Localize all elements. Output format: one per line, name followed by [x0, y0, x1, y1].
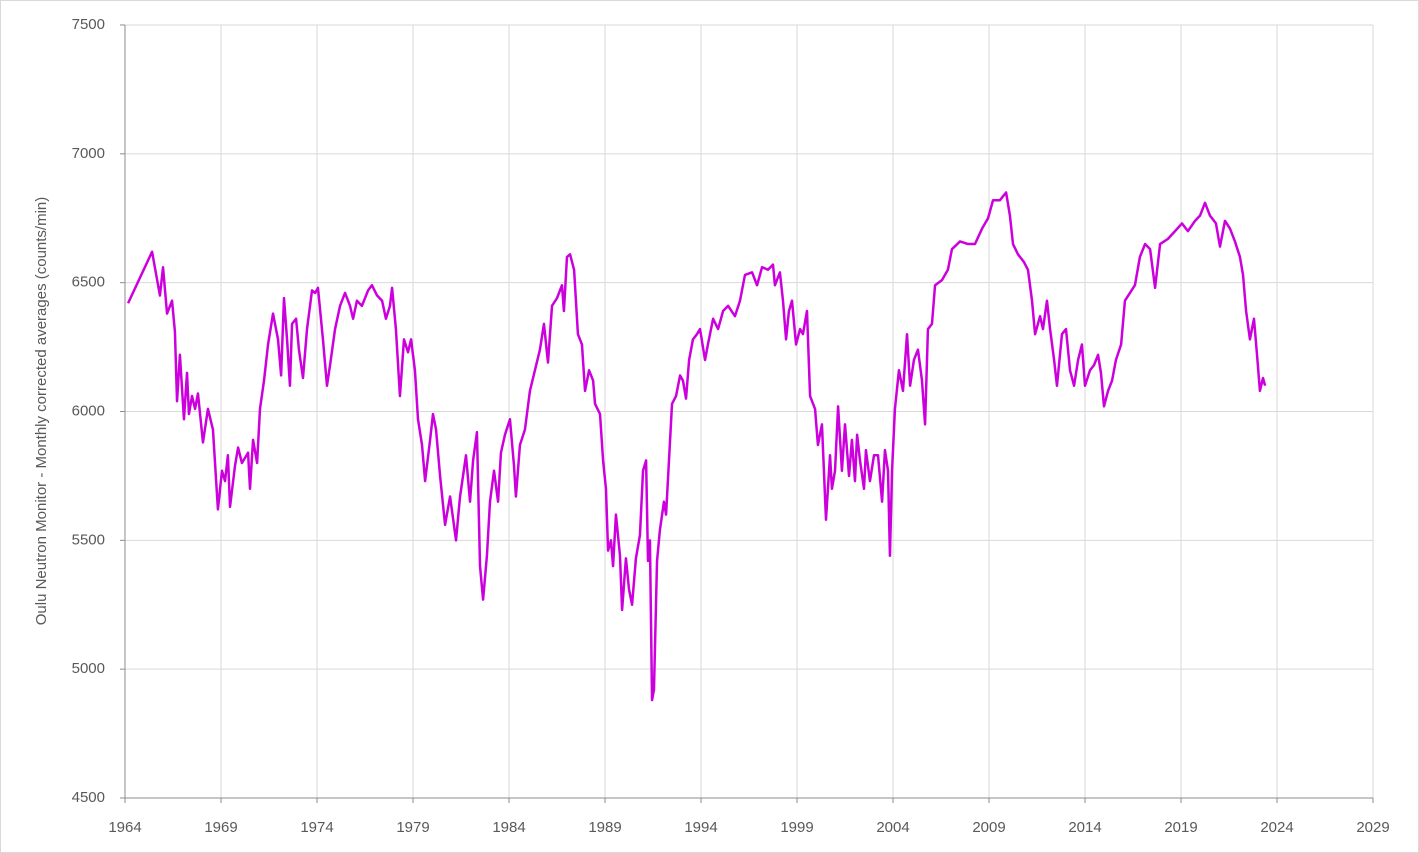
y-tick-label: 5500 — [72, 531, 105, 548]
y-tick-label: 7000 — [72, 145, 105, 162]
y-axis-label: Oulu Neutron Monitor - Monthly corrected… — [33, 197, 50, 626]
y-tick-label: 5000 — [72, 660, 105, 677]
x-tick-label: 1979 — [396, 819, 429, 836]
x-tick-label: 1989 — [588, 819, 621, 836]
data-line — [126, 191, 1267, 702]
y-tick-label: 6500 — [72, 274, 105, 291]
x-tick-label: 1974 — [300, 819, 333, 836]
y-tick-label: 7500 — [72, 16, 105, 33]
x-tick-label: 1999 — [780, 819, 813, 836]
x-tick-label: 2014 — [1068, 819, 1101, 836]
x-tick-label: 2029 — [1356, 819, 1389, 836]
y-tick-label: 4500 — [72, 789, 105, 806]
x-tick-label: 1969 — [204, 819, 237, 836]
x-tick-label: 1964 — [108, 819, 141, 836]
x-tick-label: 2024 — [1260, 819, 1293, 836]
x-tick-label: 2019 — [1164, 819, 1197, 836]
x-tick-label: 2004 — [876, 819, 909, 836]
y-tick-label: 6000 — [72, 402, 105, 419]
x-tick-label: 2009 — [972, 819, 1005, 836]
x-tick-label: 1994 — [684, 819, 717, 836]
x-tick-label: 1984 — [492, 819, 525, 836]
